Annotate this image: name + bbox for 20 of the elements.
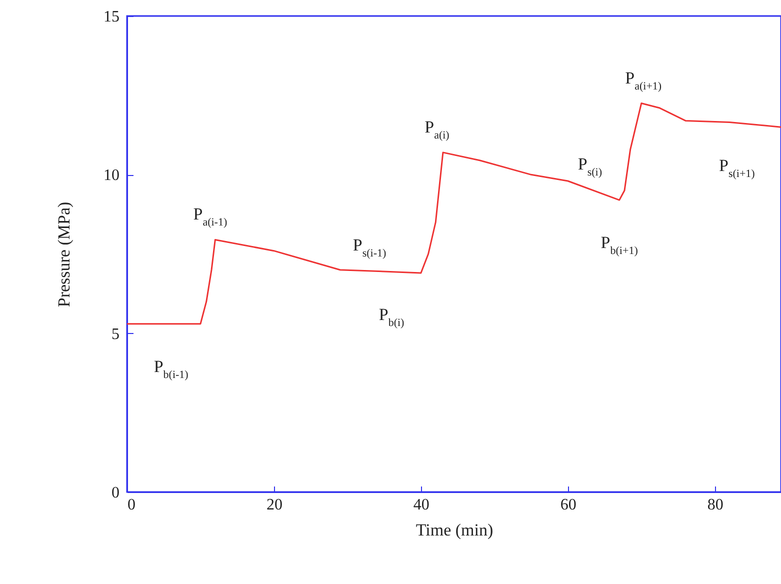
annotation: P$_{b(i)}$ [378,304,405,329]
annotation: P$_{s(i-1)}$ [352,236,386,260]
annotation: P$_{a(i)}$ [424,117,450,142]
x-tick-label: 60 [560,496,576,514]
y-tick-label: 5 [112,326,120,343]
x-tick-label: 20 [266,496,282,514]
annotation: P$_{b(i-1)}$ [154,356,189,381]
annotation: P$_{b(i+1)}$ [600,233,638,258]
annotation: P$_{a(i+1)}$ [625,68,662,92]
y-tick-label: 15 [104,8,120,26]
annotation: P$_{a(i-1)}$ [193,204,228,229]
x-tick-label: 80 [707,496,724,514]
x-axis-title: Time (min) [416,520,494,540]
y-tick-label: 0 [112,484,120,502]
annotation: P$_{s(i+1)}$ [718,156,756,180]
y-tick-label: 10 [104,167,120,184]
x-tick-label: 40 [413,496,430,514]
annotation: P$_{s(i)}$ [578,154,602,178]
y-axis-title: Pressure (MPa) [54,202,74,308]
x-tick-label: 0 [128,496,136,514]
